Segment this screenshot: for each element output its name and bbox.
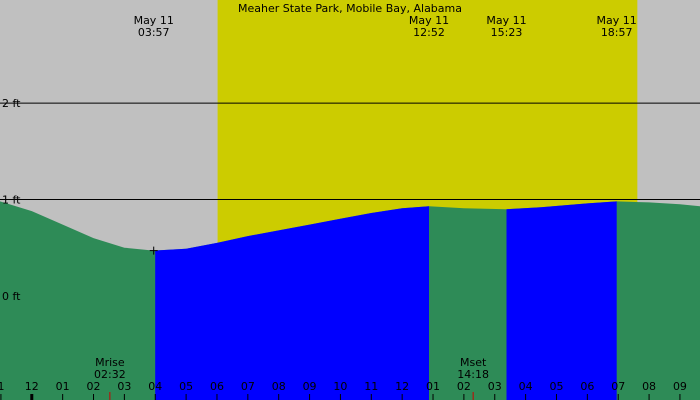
x-tick-label: 08: [642, 380, 656, 393]
x-tick-label: 1: [0, 380, 4, 393]
event-time-label: 15:23: [491, 26, 523, 39]
x-tick-label: 11: [364, 380, 378, 393]
event-time-label: 12:52: [413, 26, 445, 39]
moon-event-label: Mrise: [95, 356, 125, 369]
flood-area-1: [506, 201, 617, 400]
y-tick-label: 2 ft: [2, 97, 21, 110]
event-date-label: May 11: [486, 14, 526, 27]
x-tick-label: 07: [241, 380, 255, 393]
event-date-label: May 11: [134, 14, 174, 27]
moon-event-time: 14:18: [457, 368, 489, 381]
x-tick-label: 07: [611, 380, 625, 393]
x-tick-label: 12: [395, 380, 409, 393]
x-tick-label: 01: [426, 380, 440, 393]
flood-areas: [155, 201, 617, 400]
x-tick-label: 04: [148, 380, 162, 393]
chart-title: Meaher State Park, Mobile Bay, Alabama: [238, 2, 462, 15]
x-tick-label: 05: [179, 380, 193, 393]
event-date-label: May 11: [409, 14, 449, 27]
x-tick-label: 04: [519, 380, 533, 393]
x-tick-label: 06: [210, 380, 224, 393]
x-tick-label: 02: [87, 380, 101, 393]
x-tick-label: 08: [272, 380, 286, 393]
flood-area-0: [155, 206, 429, 400]
event-time-label: 18:57: [601, 26, 633, 39]
y-axis-labels: 2 ft 1 ft 0 ft: [2, 97, 21, 303]
moon-event-label: Mset: [460, 356, 487, 369]
x-tick-label: 03: [488, 380, 502, 393]
x-tick-label: 09: [673, 380, 687, 393]
x-axis: 1 12 01 02 03 04 05 06 07 08 09 10 11 12 01 02 03 04 05 06 0…: [0, 380, 687, 400]
y-tick-label: 1 ft: [2, 194, 21, 207]
x-tick-label: 02: [457, 380, 471, 393]
x-tick-label: 06: [580, 380, 594, 393]
event-time-label: 03:57: [138, 26, 170, 39]
x-tick-label: 09: [303, 380, 317, 393]
x-tick-label: 05: [549, 380, 563, 393]
x-tick-label: 03: [117, 380, 131, 393]
x-tick-label: 01: [56, 380, 70, 393]
moon-event-time: 02:32: [94, 368, 126, 381]
x-tick-label: 10: [333, 380, 347, 393]
y-tick-label: 0 ft: [2, 290, 21, 303]
x-tick-label: 12: [25, 380, 39, 393]
event-date-label: May 11: [597, 14, 637, 27]
